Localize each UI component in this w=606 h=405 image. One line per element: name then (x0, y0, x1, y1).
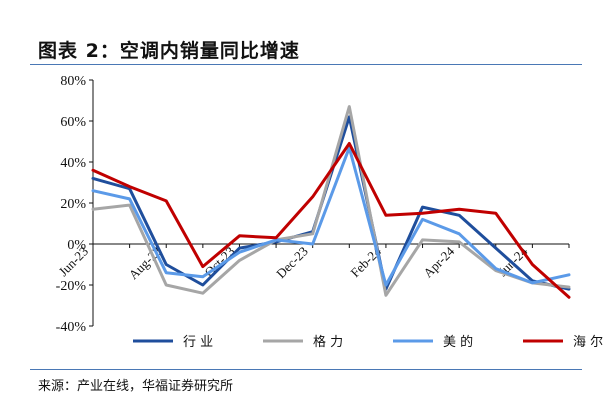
y-tick-label: 60% (60, 115, 86, 130)
y-tick-label: 0% (67, 238, 86, 253)
line-chart: -40% -20% 0% 20% 40% 60% 80% Jun-23 Aug-23 Oct-2… (55, 74, 603, 350)
title-divider (30, 64, 582, 65)
series-line-4 (91, 142, 571, 299)
legend-label: 美 的 (443, 334, 473, 350)
legend-label: 格 力 (313, 334, 343, 350)
x-axis: Jun-23 Aug-23 Oct-23 Dec-23 Feb-24 Apr-24 Jun-… (55, 243, 570, 282)
series-lines (91, 105, 571, 299)
series-line-3 (91, 146, 571, 287)
y-tick-label: 20% (60, 197, 86, 212)
legend-label: 海 尔 (573, 335, 603, 350)
y-axis: -40% -20% 0% 20% 40% 60% 80% (56, 74, 94, 335)
source-note: 来源：产业在线，华福证券研究所 (38, 379, 234, 394)
y-tick-label: 80% (60, 74, 86, 89)
x-tick-label: Dec-23 (273, 244, 311, 282)
x-tick-label: Apr-24 (420, 243, 457, 280)
legend-label: 行 业 (183, 335, 213, 350)
y-tick-label: -20% (56, 279, 87, 294)
y-tick-label: -40% (56, 320, 87, 335)
legend: 行 业格 力美 的海 尔 (133, 334, 603, 350)
chart-title: 图表 2：空调内销量同比增速 (38, 40, 300, 62)
y-tick-label: 40% (60, 156, 86, 171)
series-line-1 (91, 115, 571, 291)
source-divider (30, 369, 582, 370)
